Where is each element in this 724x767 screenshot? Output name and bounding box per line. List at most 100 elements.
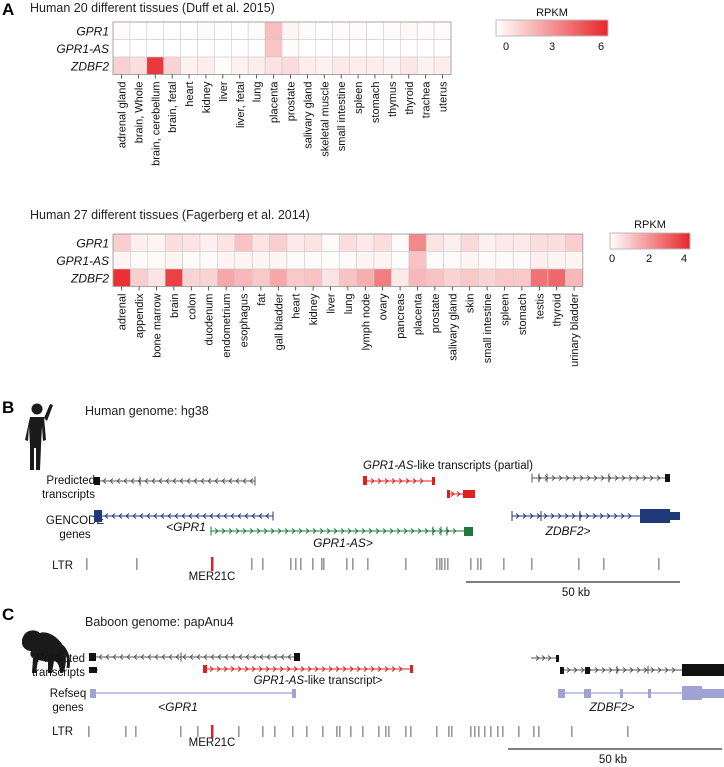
hm1-cell xyxy=(197,39,215,58)
hm2-cell xyxy=(321,268,340,287)
hm2-column-label: urinary bladder xyxy=(569,293,581,367)
hm2-cell xyxy=(460,268,479,287)
hm1-cell xyxy=(214,56,232,75)
c-ltr-element xyxy=(238,726,240,737)
c-ltr-element xyxy=(306,726,308,737)
b-gpr1-as-like-exon xyxy=(463,490,475,498)
hm1-column-label: heart xyxy=(184,82,196,107)
hm2-cell xyxy=(356,268,375,287)
hm1-cell xyxy=(315,39,333,58)
b-gpr1-as-like-exon xyxy=(447,490,450,498)
hm1-column-label: salivary gland xyxy=(302,82,314,149)
hm2-cell xyxy=(391,251,410,270)
hm1-column-label: liver, fetal xyxy=(235,82,247,128)
hm1-column-label: trachea xyxy=(421,81,433,119)
hm1-cell xyxy=(349,39,367,58)
hm2-cell xyxy=(182,251,201,270)
hm2-cell xyxy=(425,233,444,252)
b-ltr-element xyxy=(352,558,354,570)
hm2-column-label: lung xyxy=(343,294,355,315)
hm1-column-label: adrenal gland xyxy=(116,82,128,149)
b-gencode-gpr1-chevrons xyxy=(104,513,270,519)
c-ltr-element xyxy=(385,726,387,737)
panel-a-label: A xyxy=(2,0,14,19)
b-gpr1-as-like-label: GPR1-AS-like transcripts (partial) xyxy=(363,460,533,472)
hm1-cell xyxy=(298,56,317,75)
b-gencode-zdbf2-exon xyxy=(670,512,680,520)
c-predicted-label-2: transcripts xyxy=(32,667,85,679)
hm1-cell xyxy=(146,56,165,75)
hm1-cell xyxy=(264,39,283,58)
hm1-cell xyxy=(399,56,418,75)
hm2-cell xyxy=(147,268,166,287)
b-ltr-element xyxy=(578,558,580,570)
c-ltr-element xyxy=(533,726,535,737)
hm2-cell xyxy=(217,268,236,287)
hm1-cell xyxy=(163,56,181,75)
hm2-cell xyxy=(130,268,149,287)
hm2-cell xyxy=(217,251,236,270)
c-ltr-element xyxy=(538,726,540,737)
b-gencode-zdbf2-exon xyxy=(640,509,670,523)
c-ltr-element xyxy=(378,726,380,737)
hm2-cell xyxy=(304,251,323,270)
hm1-cell xyxy=(315,21,333,40)
hm1-cell xyxy=(129,39,148,58)
hm2-cell xyxy=(530,268,549,287)
hm1-column-label: stomach xyxy=(370,82,382,124)
c-gpr1-as-like-label: GPR1-AS-like transcript> xyxy=(254,675,383,687)
b-ltr-element xyxy=(251,558,253,570)
c-ltr-element xyxy=(339,726,341,737)
hm2-cell xyxy=(512,268,531,287)
hm2-cell xyxy=(408,251,427,270)
hm2-cell xyxy=(130,233,149,252)
hm1-cell xyxy=(264,21,283,40)
c-ltr-element xyxy=(502,726,504,737)
hm2-cell xyxy=(338,251,357,270)
heatmap1-title: Human 20 different tissues (Duff et al. … xyxy=(30,1,275,15)
hm2-column-label: appendix xyxy=(134,293,146,338)
hm1-cell xyxy=(281,56,300,75)
b-predicted-label-1: Predicted xyxy=(46,475,95,487)
hm1-cell xyxy=(231,21,249,40)
hm1-cell xyxy=(163,39,181,58)
hm2-cell xyxy=(391,268,410,287)
hm2-cell xyxy=(391,233,410,252)
b-scalebar-label: 50 kb xyxy=(562,587,590,599)
c-ltr-element xyxy=(474,726,476,737)
hm2-cell xyxy=(408,233,427,252)
hm2-column-label: duodenum xyxy=(204,294,216,346)
hm2-cell xyxy=(199,251,218,270)
hm1-cell xyxy=(433,56,452,75)
b-gpr1-as-like-gene: GPR1-AS xyxy=(363,460,414,472)
hm1-cell xyxy=(247,21,266,40)
hm1-cell xyxy=(433,39,452,58)
b-ltr-element xyxy=(480,558,482,570)
hm2-column-label: heart xyxy=(291,294,303,319)
heatmap2: GPR1 GPR1-AS ZDBF2 adrenal appendix bone marr… xyxy=(56,233,584,367)
hm2-cell xyxy=(460,251,479,270)
c-ltr-element xyxy=(405,726,407,737)
hm1-cell xyxy=(231,39,249,58)
b-ltr-mer21c xyxy=(211,557,214,571)
hm1-cell xyxy=(281,21,300,40)
hm2-column-label: adrenal xyxy=(117,294,129,331)
b-predicted-gpr1-chevrons xyxy=(102,478,254,484)
hm2-cell xyxy=(286,268,305,287)
hm2-cell xyxy=(356,251,375,270)
hm2-column-label: esophagus xyxy=(239,293,251,347)
c-ltr-element xyxy=(88,726,90,737)
heatmap2-legend: RPKM 0 2 4 xyxy=(609,219,691,265)
c-refseq-zdbf2-exon xyxy=(620,689,623,698)
hm2-cell xyxy=(408,268,427,287)
hm2-cell xyxy=(512,233,531,252)
b-gencode-gpr1-as-exon xyxy=(464,527,473,536)
hm1-cell xyxy=(112,21,131,40)
hm2-column-label: brain xyxy=(169,294,181,318)
c-mer21c-label: MER21C xyxy=(189,737,236,749)
hm2-cell xyxy=(565,233,584,252)
hm2-cell xyxy=(547,268,566,287)
hm1-cell xyxy=(146,39,165,58)
hm2-cell xyxy=(147,251,166,270)
hm2-cell xyxy=(565,268,584,287)
